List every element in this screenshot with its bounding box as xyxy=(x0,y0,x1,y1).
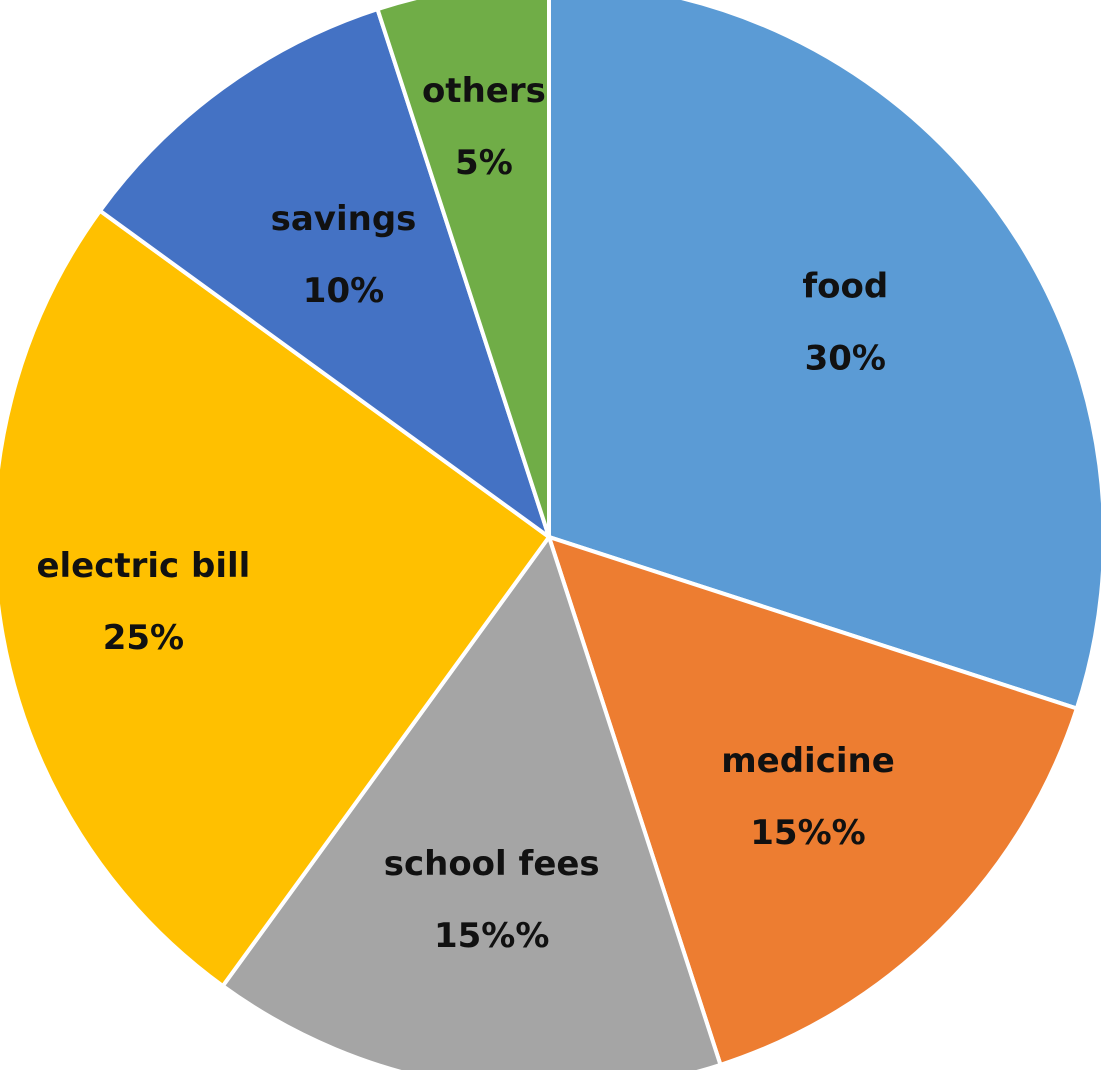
pie-slice-others xyxy=(375,0,551,539)
slice-value-medicine: 15%% xyxy=(750,813,865,853)
pie-slice-food xyxy=(547,0,1101,711)
slice-label-others: others xyxy=(422,71,546,111)
slice-label-medicine: medicine xyxy=(721,741,895,781)
slice-label-savings: savings xyxy=(271,199,417,239)
slice-value-savings: 10% xyxy=(303,271,384,311)
slice-label-electric-bill: electric bill xyxy=(36,546,250,586)
slice-label-food: food xyxy=(802,267,888,307)
slice-value-school-fees: 15%% xyxy=(434,916,549,956)
slice-value-food: 30% xyxy=(805,339,886,379)
pie-slice-electric-bill xyxy=(0,208,551,988)
pie-slice-school-fees xyxy=(220,535,723,1070)
slice-label-school-fees: school fees xyxy=(384,844,600,884)
pie-slice-savings xyxy=(98,7,551,539)
pie-slice-medicine xyxy=(547,535,1079,1067)
slice-value-electric-bill: 25% xyxy=(103,618,184,658)
slice-value-others: 5% xyxy=(455,143,513,183)
labels-layer: food 30% medicine 15%% school fees 15%% electr… xyxy=(36,71,894,956)
